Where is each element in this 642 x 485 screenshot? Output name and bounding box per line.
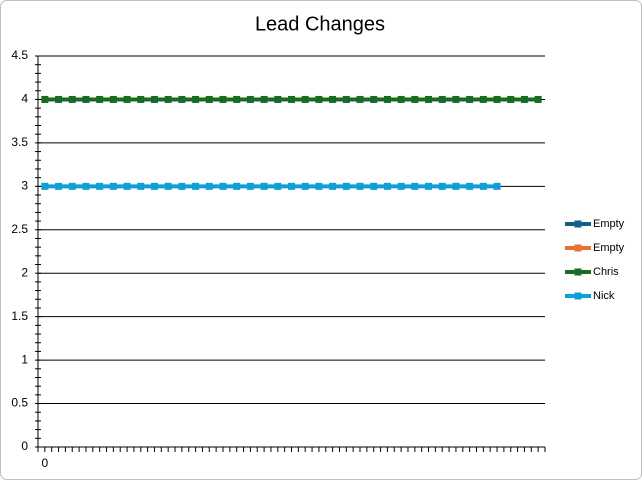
- marker: [150, 95, 158, 103]
- marker: [96, 95, 104, 103]
- marker: [274, 95, 282, 103]
- marker: [315, 182, 323, 190]
- marker: [438, 95, 446, 103]
- marker: [520, 95, 528, 103]
- marker: [452, 95, 460, 103]
- y-tick-label: 0: [21, 439, 28, 453]
- y-tick-label: 0.5: [11, 396, 28, 410]
- marker: [383, 182, 391, 190]
- marker: [438, 182, 446, 190]
- marker: [164, 95, 172, 103]
- marker: [150, 182, 158, 190]
- marker: [246, 95, 254, 103]
- marker: [55, 182, 63, 190]
- marker: [356, 182, 364, 190]
- marker: [178, 95, 186, 103]
- marker: [164, 182, 172, 190]
- marker: [425, 182, 433, 190]
- marker: [315, 95, 323, 103]
- marker: [55, 95, 63, 103]
- legend-label: Empty: [593, 218, 625, 230]
- marker: [260, 95, 268, 103]
- marker: [397, 182, 405, 190]
- marker: [260, 182, 268, 190]
- marker: [137, 95, 145, 103]
- marker: [452, 182, 460, 190]
- legend-label: Nick: [593, 290, 615, 302]
- marker: [205, 95, 213, 103]
- marker: [41, 95, 49, 103]
- marker: [219, 95, 227, 103]
- marker: [68, 182, 76, 190]
- marker: [493, 182, 501, 190]
- marker: [205, 182, 213, 190]
- marker: [301, 182, 309, 190]
- marker: [383, 95, 391, 103]
- marker: [493, 95, 501, 103]
- marker: [109, 95, 117, 103]
- legend-label: Chris: [593, 266, 619, 278]
- marker: [123, 182, 131, 190]
- marker: [82, 182, 90, 190]
- marker: [342, 182, 350, 190]
- y-tick-label: 4: [21, 92, 28, 106]
- marker: [411, 95, 419, 103]
- marker: [329, 95, 337, 103]
- marker: [192, 95, 200, 103]
- marker: [507, 95, 515, 103]
- marker: [82, 95, 90, 103]
- marker: [233, 182, 241, 190]
- marker: [466, 95, 474, 103]
- marker: [137, 182, 145, 190]
- marker: [123, 95, 131, 103]
- marker: [41, 182, 49, 190]
- legend-marker: [574, 244, 582, 252]
- marker: [68, 95, 76, 103]
- y-tick-label: 1.5: [11, 309, 28, 323]
- marker: [301, 95, 309, 103]
- x-tick-label: 0: [42, 456, 49, 470]
- marker: [288, 95, 295, 103]
- marker: [356, 95, 364, 103]
- y-tick-label: 3: [21, 179, 28, 193]
- legend-label: Empty: [593, 242, 625, 254]
- marker: [397, 95, 405, 103]
- marker: [534, 95, 542, 103]
- legend-marker: [574, 268, 582, 276]
- chart-title: Lead Changes: [255, 13, 385, 35]
- marker: [192, 182, 200, 190]
- marker: [178, 182, 186, 190]
- marker: [329, 182, 337, 190]
- marker: [466, 182, 474, 190]
- y-tick-label: 2.5: [11, 222, 28, 236]
- marker: [96, 182, 104, 190]
- legend-marker: [574, 292, 582, 300]
- marker: [233, 95, 241, 103]
- marker: [370, 95, 378, 103]
- marker: [342, 95, 350, 103]
- marker: [219, 182, 227, 190]
- marker: [479, 182, 487, 190]
- y-tick-label: 1: [21, 352, 28, 366]
- marker: [411, 182, 419, 190]
- marker: [479, 95, 487, 103]
- marker: [370, 182, 378, 190]
- y-tick-label: 3.5: [11, 135, 28, 149]
- marker: [246, 182, 254, 190]
- marker: [274, 182, 282, 190]
- legend-marker: [574, 220, 582, 228]
- y-tick-label: 4.5: [11, 48, 28, 62]
- y-tick-label: 2: [21, 265, 28, 279]
- marker: [109, 182, 117, 190]
- marker: [288, 182, 295, 190]
- marker: [425, 95, 433, 103]
